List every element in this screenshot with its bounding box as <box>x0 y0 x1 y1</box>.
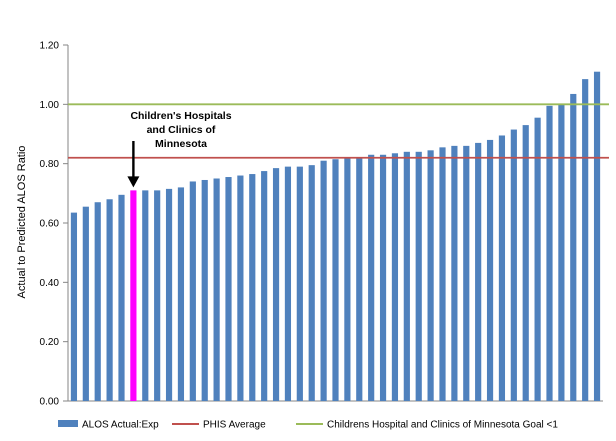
bar <box>391 153 399 401</box>
bar <box>308 165 315 401</box>
bar <box>379 154 387 401</box>
bar <box>261 171 268 401</box>
y-axis-title: Actual to Predicted ALOS Ratio <box>16 146 28 299</box>
bar <box>522 125 529 401</box>
y-tick-label: 0.00 <box>40 397 60 408</box>
bar <box>320 160 327 401</box>
bar <box>498 135 506 402</box>
bar <box>272 168 280 401</box>
annotation-line: and Clinics of <box>147 124 216 136</box>
bar <box>475 142 482 401</box>
bar <box>94 202 101 401</box>
bar <box>558 104 565 401</box>
bars <box>70 71 601 402</box>
bar <box>201 179 208 401</box>
bar <box>356 157 363 401</box>
bar <box>237 175 244 401</box>
bar <box>154 190 161 401</box>
bar <box>70 212 78 401</box>
reference-lines <box>68 103 609 159</box>
bar <box>165 188 173 401</box>
bar <box>344 157 351 401</box>
bar <box>486 139 494 401</box>
legend-label: ALOS Actual:Exp <box>82 420 159 431</box>
bar <box>82 206 89 401</box>
annotation: Children's Hospitals and Clinics of Minnes… <box>127 110 232 188</box>
annotation-line: Minnesota <box>155 138 207 150</box>
bar <box>249 174 256 401</box>
bar <box>439 147 446 401</box>
bar <box>142 190 149 401</box>
legend: ALOS Actual:Exp PHIS Average Childrens Hos… <box>58 420 558 431</box>
bar <box>546 105 553 401</box>
bar <box>451 145 458 401</box>
bar <box>284 166 292 401</box>
y-tick-label: 0.40 <box>40 278 60 289</box>
bar <box>213 178 220 401</box>
annotation-arrow-head <box>127 176 140 188</box>
bar <box>177 187 185 401</box>
bar <box>225 177 232 401</box>
annotation-line: Children's Hospitals <box>130 110 231 122</box>
legend-label: Childrens Hospital and Clinics of Minnes… <box>327 420 558 431</box>
bar-highlighted <box>130 190 137 401</box>
y-tick-label: 1.20 <box>40 41 60 52</box>
bar <box>510 129 517 402</box>
bar <box>403 151 410 401</box>
y-tick-label: 0.20 <box>40 337 60 348</box>
bar <box>368 154 375 401</box>
y-tick-label: 0.80 <box>40 159 60 170</box>
bar <box>296 166 303 401</box>
bar <box>570 93 577 401</box>
bar <box>427 150 434 401</box>
bar <box>118 194 125 401</box>
y-tick-label: 1.00 <box>40 100 60 111</box>
legend-swatch-bars <box>58 420 78 427</box>
bar <box>106 199 113 401</box>
bar <box>332 159 339 401</box>
bar <box>593 71 601 401</box>
bar <box>415 151 422 401</box>
y-tick-label: 0.60 <box>40 219 60 230</box>
bar <box>534 117 541 402</box>
legend-label: PHIS Average <box>203 420 266 431</box>
bar <box>463 145 470 401</box>
bar <box>582 79 589 402</box>
bar <box>189 181 196 401</box>
